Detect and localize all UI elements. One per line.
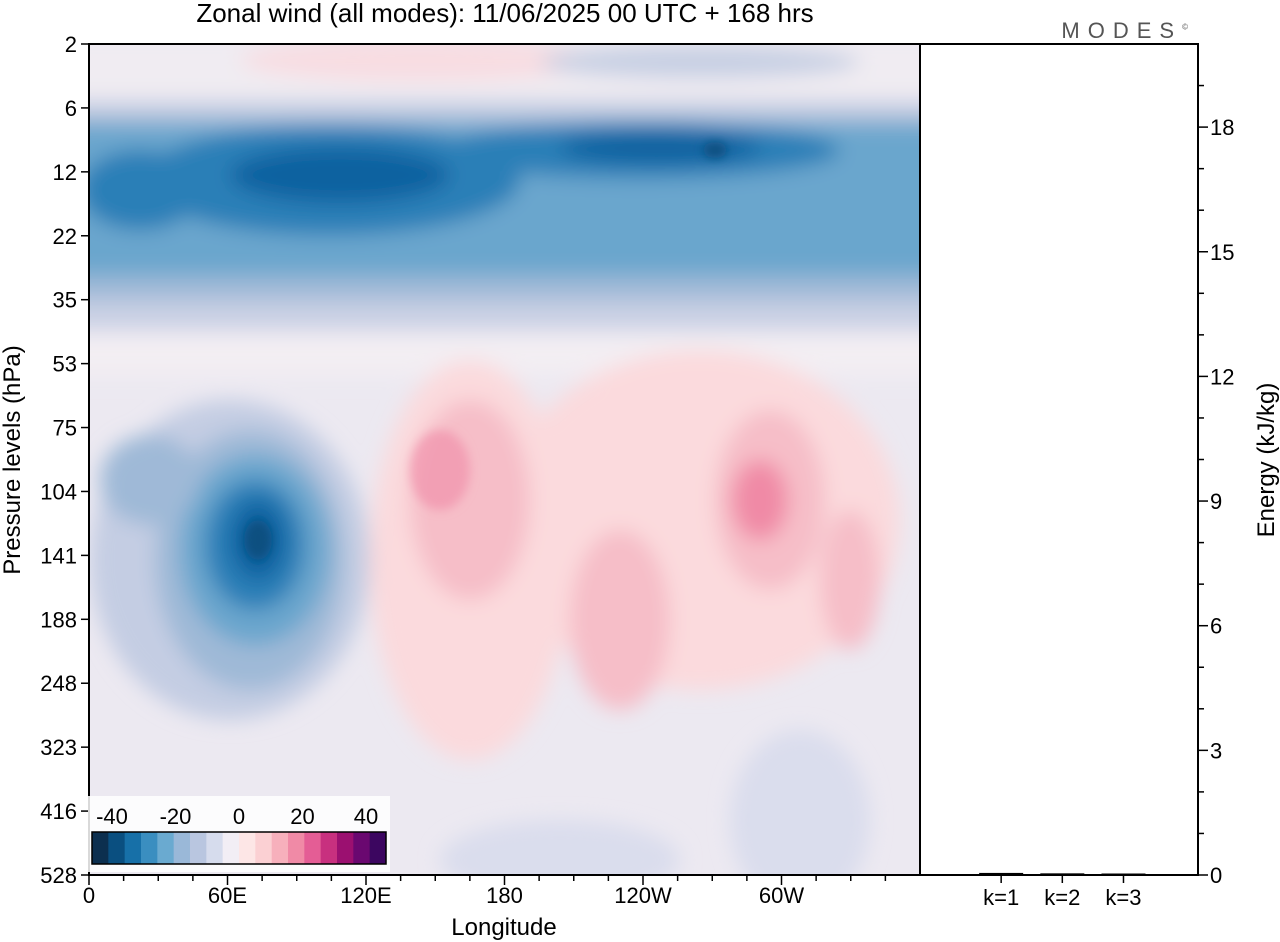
colorbar-swatch — [337, 832, 354, 864]
x-axis-label: Longitude — [451, 914, 556, 941]
colorbar-swatch — [288, 832, 305, 864]
y-tick-label: 75 — [53, 416, 77, 441]
energy-bar — [1040, 873, 1085, 875]
x-tick-label: 0 — [83, 883, 95, 908]
energy-panel-frame — [919, 43, 1199, 876]
y-tick-label: 248 — [40, 671, 77, 696]
y-tick-label: 35 — [53, 288, 77, 313]
colorbar-tick-label: -20 — [160, 804, 192, 829]
colorbar-swatch — [206, 832, 224, 864]
colorbar-swatch — [369, 832, 387, 864]
y-tick-label: 53 — [53, 352, 77, 377]
energy-tick-label: 18 — [1210, 115, 1234, 140]
energy-tick-label: 12 — [1210, 364, 1234, 389]
x-tick-label: 60W — [759, 883, 804, 908]
energy-bar — [1101, 873, 1146, 875]
colorbar-swatch — [353, 832, 371, 864]
colorbar-swatch — [190, 832, 207, 864]
colorbar-swatch — [124, 832, 142, 864]
energy-bar — [979, 872, 1024, 875]
colorbar-swatch — [304, 832, 322, 864]
y-tick-label: 12 — [53, 160, 77, 185]
colorbar: -40 -20 0 20 40 — [88, 796, 390, 872]
colorbar-swatch — [173, 832, 191, 864]
colorbar-swatch — [222, 832, 240, 864]
y-tick-label: 416 — [40, 799, 77, 824]
energy-tick-label: 9 — [1210, 489, 1222, 514]
energy-axis: 0 3 6 9 12 15 18 — [1198, 84, 1234, 888]
colorbar-swatch — [157, 832, 175, 864]
y-tick-label: 141 — [40, 543, 77, 568]
x-tick-label: 60E — [208, 883, 247, 908]
energy-axis-label: Energy (kJ/kg) — [1253, 383, 1280, 538]
modes-logo: MODES© — [1061, 18, 1188, 43]
colorbar-swatch — [255, 832, 273, 864]
y-axis-label: Pressure levels (hPa) — [0, 345, 26, 574]
colorbar-swatch — [271, 832, 289, 864]
y-tick-label: 104 — [40, 479, 77, 504]
energy-tick-label: 3 — [1210, 738, 1222, 763]
contour-field — [89, 44, 920, 875]
colorbar-tick-label: 40 — [354, 804, 378, 829]
x-tick-label: 180 — [486, 883, 523, 908]
colorbar-swatch — [92, 832, 109, 864]
colorbar-swatch — [108, 832, 126, 864]
colorbar-swatch — [141, 832, 158, 864]
energy-tick-label: 15 — [1210, 240, 1234, 265]
energy-bar-label: k=1 — [983, 885, 1019, 910]
y-tick-label: 188 — [40, 607, 77, 632]
colorbar-tick-label: 0 — [233, 804, 245, 829]
colorbar-swatch — [320, 832, 338, 864]
energy-tick-label: 6 — [1210, 614, 1222, 639]
x-tick-label: 120W — [614, 883, 672, 908]
chart-title: Zonal wind (all modes): 11/06/2025 00 UT… — [196, 0, 813, 28]
y-tick-label: 528 — [40, 863, 77, 888]
energy-bar-label: k=2 — [1044, 885, 1080, 910]
colorbar-swatch — [239, 832, 256, 864]
y-tick-label: 2 — [65, 32, 77, 57]
colorbar-tick-label: -40 — [96, 804, 128, 829]
y-tick-label: 6 — [65, 96, 77, 121]
energy-tick-label: 0 — [1210, 863, 1222, 888]
energy-bar-label: k=3 — [1105, 885, 1141, 910]
x-tick-label: 120E — [340, 883, 391, 908]
y-axis: 2 6 12 22 35 53 75 104 141 188 248 323 416 528 — [40, 32, 89, 888]
colorbar-frame — [91, 831, 387, 865]
colorbar-tick-label: 20 — [290, 804, 314, 829]
energy-bars: k=1 k=2 k=3 — [979, 872, 1146, 910]
y-tick-label: 22 — [53, 224, 77, 249]
x-axis: 0 60E 120E 180 120W 60W — [83, 875, 887, 908]
y-tick-label: 323 — [40, 735, 77, 760]
